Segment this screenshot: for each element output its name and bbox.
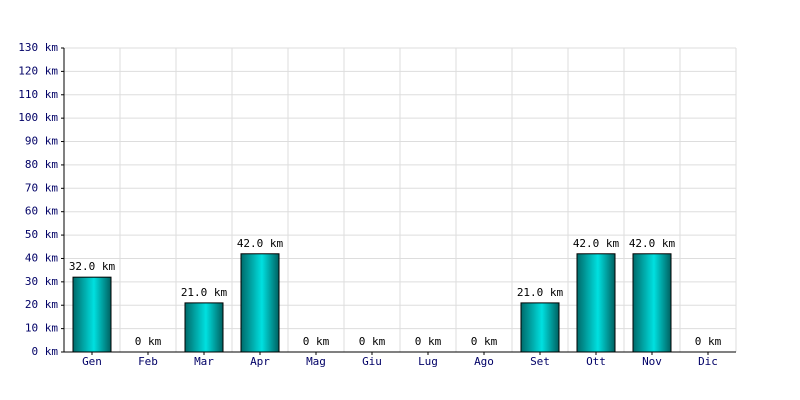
y-tick-label: 10 km xyxy=(25,322,58,335)
x-tick-label: Nov xyxy=(642,355,662,368)
x-tick-label: Gen xyxy=(82,355,102,368)
bar xyxy=(576,253,616,353)
bar xyxy=(632,253,672,353)
x-tick-label: Mar xyxy=(194,355,214,368)
x-tick-label: Dic xyxy=(698,355,718,368)
bar xyxy=(520,302,560,353)
value-label: 21.0 km xyxy=(517,286,564,299)
y-tick-label: 0 km xyxy=(32,345,59,358)
y-tick-label: 40 km xyxy=(25,251,58,264)
y-tick-label: 20 km xyxy=(25,298,58,311)
bar xyxy=(240,253,280,353)
bar xyxy=(184,302,224,353)
x-tick-label: Lug xyxy=(418,355,438,368)
value-label: 0 km xyxy=(471,335,498,348)
bar xyxy=(72,276,112,353)
y-tick-label: 120 km xyxy=(18,64,58,77)
value-label: 0 km xyxy=(695,335,722,348)
y-tick-label: 60 km xyxy=(25,205,58,218)
x-tick-label: Ott xyxy=(586,355,606,368)
value-label: 42.0 km xyxy=(629,237,676,250)
value-label: 21.0 km xyxy=(181,286,228,299)
y-tick-label: 130 km xyxy=(18,41,58,54)
value-label: 0 km xyxy=(359,335,386,348)
x-tick-label: Feb xyxy=(138,355,158,368)
value-label: 42.0 km xyxy=(573,237,620,250)
y-tick-label: 90 km xyxy=(25,135,58,148)
x-tick-label: Apr xyxy=(250,355,270,368)
value-label: 0 km xyxy=(415,335,442,348)
value-label: 32.0 km xyxy=(69,260,116,273)
value-label: 42.0 km xyxy=(237,237,284,250)
y-tick-label: 50 km xyxy=(25,228,58,241)
y-tick-label: 30 km xyxy=(25,275,58,288)
y-tick-label: 100 km xyxy=(18,111,58,124)
x-tick-label: Ago xyxy=(474,355,494,368)
x-tick-label: Mag xyxy=(306,355,326,368)
value-label: 0 km xyxy=(303,335,330,348)
y-tick-label: 80 km xyxy=(25,158,58,171)
value-label: 0 km xyxy=(135,335,162,348)
y-tick-label: 70 km xyxy=(25,181,58,194)
x-tick-label: Set xyxy=(530,355,550,368)
y-tick-label: 110 km xyxy=(18,88,58,101)
x-tick-label: Giu xyxy=(362,355,382,368)
